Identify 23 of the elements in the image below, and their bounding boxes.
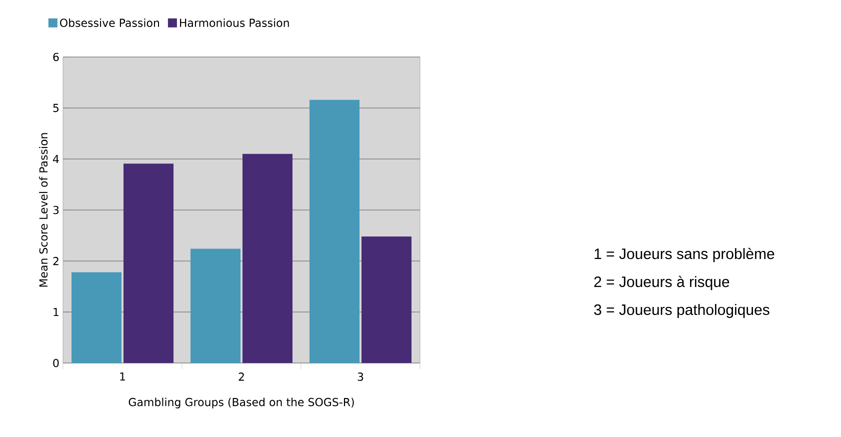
x-axis-title: Gambling Groups (Based on the SOGS-R) [128,398,354,408]
y-tick-label: 1 [54,308,58,316]
y-tick-label: 2 [53,256,58,266]
bar [310,100,360,363]
text: 2 = Joueurs à risque [594,276,730,290]
bar [72,272,122,363]
x-tick-label: 1 [120,372,125,381]
y-tick-label: 6 [53,52,59,62]
text: 3 = Joueurs pathologiques [594,304,770,318]
y-tick-label: 5 [53,104,59,112]
legend-label: Harmonious Passion [180,18,289,27]
bar [362,236,412,363]
y-tick-label: 0 [53,358,59,368]
bar [124,164,174,363]
legend-label: Obsessive Passion [60,18,160,27]
x-tick-label: 2 [238,372,244,381]
bar [242,154,293,363]
y-axis-title: Mean Score Level of Passion [39,133,48,287]
x-tick-label: 3 [358,372,364,381]
text: 1 = Joueurs sans problème [594,248,774,262]
bar [190,248,240,363]
y-tick-label: 4 [53,154,59,164]
y-tick-label: 3 [53,206,59,214]
